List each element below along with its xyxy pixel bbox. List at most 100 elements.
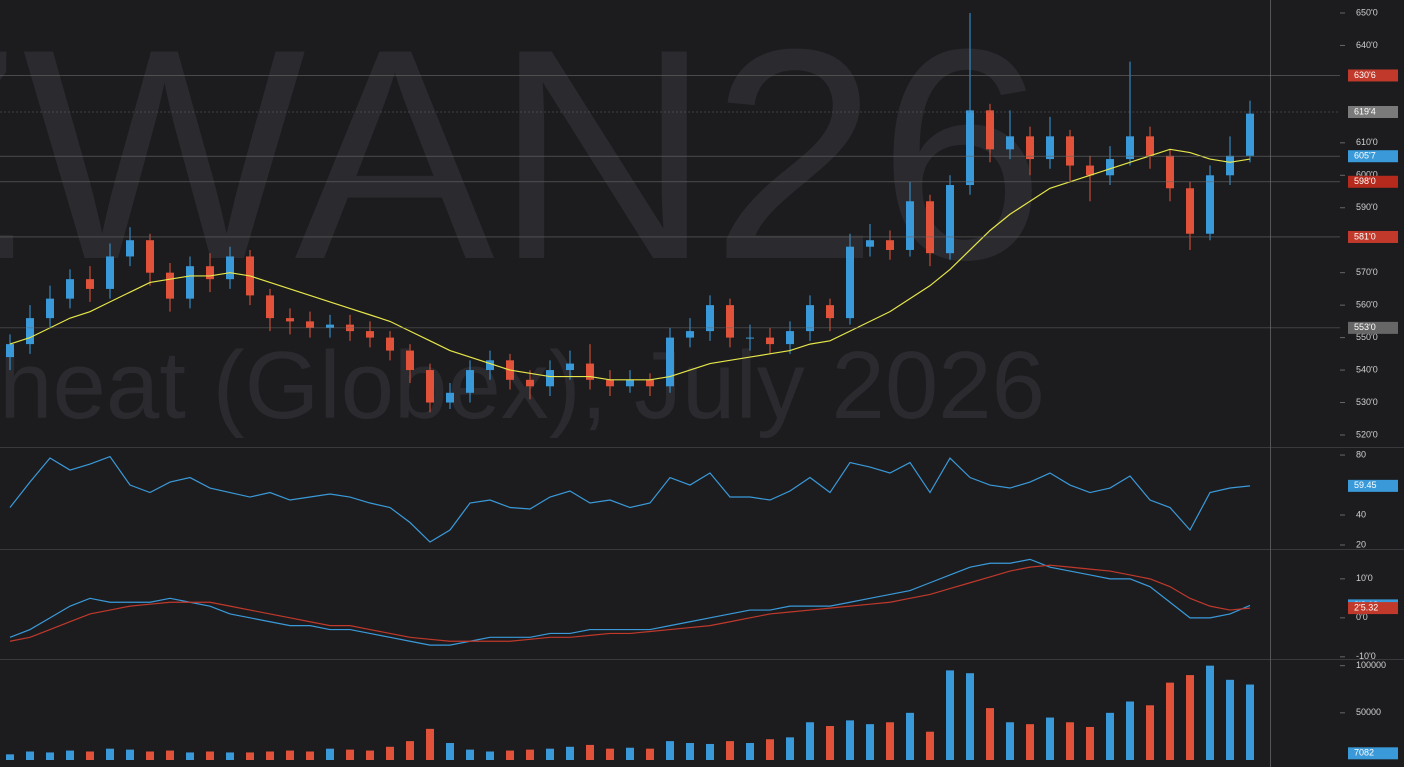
candle-body <box>466 370 474 393</box>
y-tick-label: 50000 <box>1356 707 1381 717</box>
volume-bar <box>406 741 414 760</box>
volume-bar <box>226 752 234 760</box>
candle-body <box>1166 155 1174 189</box>
candle-body <box>286 318 294 322</box>
volume-bar <box>546 748 554 760</box>
candle-body <box>1006 136 1014 150</box>
candle-body <box>626 379 634 387</box>
volume-bar <box>666 741 674 760</box>
candle-body <box>1206 175 1214 234</box>
volume-bar <box>1126 701 1134 760</box>
candle-body <box>786 331 794 345</box>
price-tag-label: 581'0 <box>1354 231 1376 241</box>
price-tag <box>1348 479 1398 492</box>
indicator-line <box>9 455 1251 543</box>
volume-bar <box>326 748 334 760</box>
volume-bar <box>606 748 614 760</box>
y-tick-label: 100000 <box>1356 660 1386 670</box>
candle-body <box>406 350 414 371</box>
volume-bar <box>526 749 534 760</box>
price-tag-label: 619'4 <box>1354 106 1376 116</box>
volume-bar <box>386 746 394 760</box>
candle-body <box>866 240 874 247</box>
y-tick-label: 650'0 <box>1356 7 1378 17</box>
y-tick-label: -10'0 <box>1356 651 1376 661</box>
candle-body <box>1106 159 1114 176</box>
volume-bar <box>866 724 874 760</box>
candle-body <box>546 370 554 387</box>
price-tag-label: 598'0 <box>1354 176 1376 186</box>
watermark-subtitle: Wheat (Globex), July 2026 <box>0 332 1045 439</box>
volume-bar <box>486 751 494 760</box>
volume-bar <box>646 748 654 760</box>
y-tick-label: 530'0 <box>1356 397 1378 407</box>
volume-bar <box>466 749 474 760</box>
volume-bar <box>1066 722 1074 760</box>
candle-body <box>86 279 94 289</box>
y-tick-label: 600'0 <box>1356 170 1378 180</box>
y-tick-label: 80 <box>1356 449 1366 459</box>
candle-body <box>426 370 434 403</box>
candle-body <box>306 321 314 328</box>
y-tick-label: 40 <box>1356 509 1366 519</box>
volume-bar <box>146 751 154 760</box>
candle-body <box>1086 165 1094 176</box>
volume-bar <box>1226 679 1234 760</box>
volume-bar <box>186 752 194 760</box>
volume-bar <box>286 750 294 760</box>
volume-bar <box>266 751 274 760</box>
volume-bar <box>446 743 454 760</box>
volume-bar <box>506 750 514 760</box>
candle-body <box>46 298 54 319</box>
watermark: ZWAN26 <box>0 0 1045 322</box>
y-tick-label: 10'0 <box>1356 573 1373 583</box>
y-tick-label: 590'0 <box>1356 202 1378 212</box>
candle-body <box>166 272 174 299</box>
candle-body <box>846 246 854 319</box>
candle-body <box>966 110 974 186</box>
indicator-line <box>9 148 1251 381</box>
price-tag-label: 605'7 <box>1354 151 1376 161</box>
y-tick-label: 520'0 <box>1356 429 1378 439</box>
volume-bar <box>426 728 434 760</box>
volume-bar <box>306 751 314 760</box>
candle-body <box>726 305 734 338</box>
candle-body <box>746 337 754 339</box>
volume-bar <box>566 746 574 760</box>
volume-bar <box>166 750 174 760</box>
candle-body <box>606 379 614 387</box>
volume-bar <box>686 743 694 760</box>
y-tick-label: 540'0 <box>1356 364 1378 374</box>
volume-bar <box>106 748 114 760</box>
volume-bar <box>246 752 254 760</box>
y-tick-label: 560'0 <box>1356 300 1378 310</box>
candle-body <box>806 305 814 332</box>
candle-body <box>1026 136 1034 160</box>
volume-bar <box>726 741 734 760</box>
volume-bar <box>1046 717 1054 760</box>
price-tag-label: 553'0 <box>1354 322 1376 332</box>
price-tag-label: 59.45 <box>1354 480 1377 490</box>
candle-body <box>106 256 114 289</box>
volume-bar <box>1026 724 1034 760</box>
candle-body <box>706 305 714 332</box>
indicator-line <box>9 564 1251 642</box>
volume-bar <box>766 739 774 760</box>
volume-bar <box>826 726 834 760</box>
candle-body <box>666 337 674 387</box>
candle-body <box>446 392 454 403</box>
volume-bar <box>1166 682 1174 760</box>
volume-bar <box>846 720 854 760</box>
volume-bar <box>1086 726 1094 760</box>
candle-body <box>126 240 134 257</box>
candle-body <box>266 295 274 319</box>
volume-bar <box>346 749 354 760</box>
volume-bar <box>926 731 934 760</box>
volume-bar <box>86 751 94 760</box>
price-tag <box>1348 602 1398 615</box>
volume-bar <box>26 751 34 760</box>
price-tag-label: 630'6 <box>1354 70 1376 80</box>
volume-bar <box>1106 712 1114 760</box>
y-tick-label: 640'0 <box>1356 40 1378 50</box>
